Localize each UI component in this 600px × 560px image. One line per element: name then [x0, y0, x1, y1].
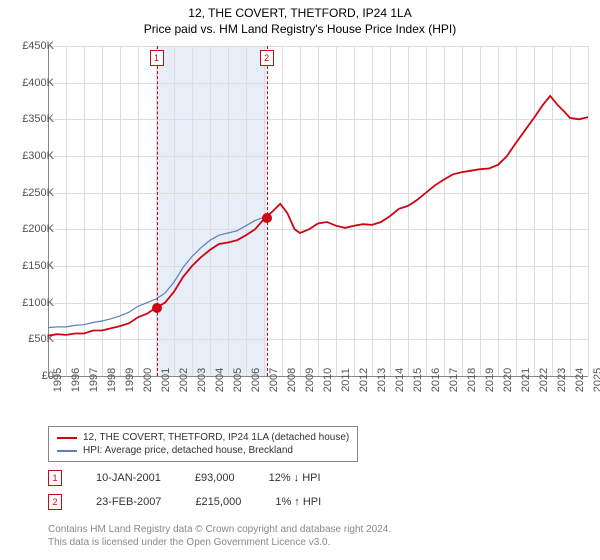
legend-label: HPI: Average price, detached house, Brec… — [83, 445, 293, 456]
legend-item: 12, THE COVERT, THETFORD, IP24 1LA (deta… — [57, 431, 349, 444]
transaction-delta: 1% ↑ HPI — [275, 496, 321, 508]
marker-dot — [262, 213, 272, 223]
legend: 12, THE COVERT, THETFORD, IP24 1LA (deta… — [48, 426, 358, 462]
legend-swatch — [57, 450, 77, 452]
legend-swatch — [57, 437, 77, 439]
footer-license: This data is licensed under the Open Gov… — [48, 537, 330, 548]
marker-vline — [157, 46, 158, 376]
plot-area: 12 — [48, 46, 588, 376]
transaction-date: 23-FEB-2007 — [96, 496, 161, 508]
gridline-vertical — [588, 46, 589, 376]
transaction-marker: 2 — [48, 494, 62, 510]
marker-dot — [152, 303, 162, 313]
transaction-row: 1 10-JAN-2001 £93,000 12% ↓ HPI — [48, 470, 321, 486]
footer-copyright: Contains HM Land Registry data © Crown c… — [48, 524, 391, 535]
transaction-marker: 1 — [48, 470, 62, 486]
chart-subtitle: Price paid vs. HM Land Registry's House … — [0, 20, 600, 36]
transaction-delta: 12% ↓ HPI — [269, 472, 321, 484]
transaction-date: 10-JAN-2001 — [96, 472, 161, 484]
line-series-layer — [48, 46, 588, 376]
marker-box: 1 — [150, 50, 164, 66]
marker-vline — [267, 46, 268, 376]
chart-title: 12, THE COVERT, THETFORD, IP24 1LA — [0, 0, 600, 20]
transaction-price: £93,000 — [195, 472, 235, 484]
x-axis-label: 2025 — [592, 368, 600, 392]
legend-label: 12, THE COVERT, THETFORD, IP24 1LA (deta… — [83, 432, 349, 443]
chart-container: 12, THE COVERT, THETFORD, IP24 1LA Price… — [0, 0, 600, 560]
transaction-price: £215,000 — [195, 496, 241, 508]
legend-item: HPI: Average price, detached house, Brec… — [57, 444, 349, 457]
marker-box: 2 — [260, 50, 274, 66]
transaction-row: 2 23-FEB-2007 £215,000 1% ↑ HPI — [48, 494, 321, 510]
series-line — [48, 96, 588, 336]
